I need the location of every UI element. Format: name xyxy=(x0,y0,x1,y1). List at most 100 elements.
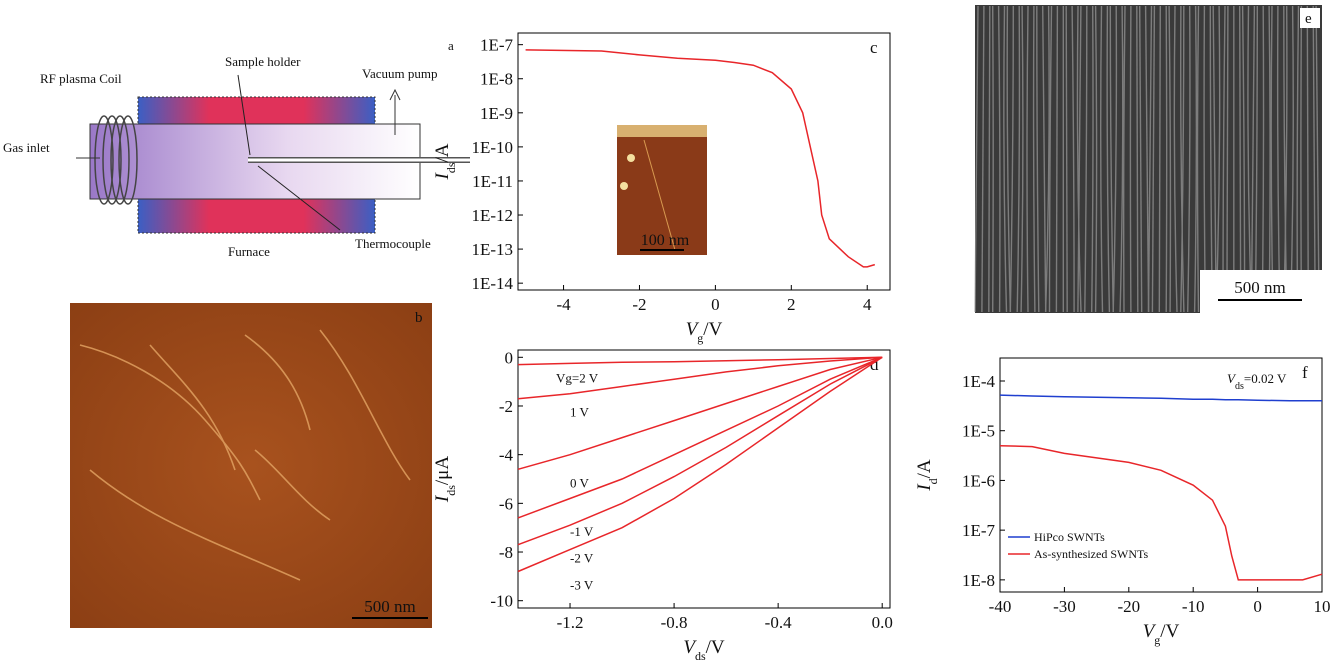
series-line xyxy=(999,444,1323,581)
label-box xyxy=(1200,270,1322,313)
x-axis-label-part: /V xyxy=(1160,621,1179,642)
x-axis-label-part: /V xyxy=(703,319,722,340)
streak xyxy=(1076,5,1082,313)
y-tick-label: 1E-8 xyxy=(480,70,513,89)
nanotubes xyxy=(79,329,411,581)
streak xyxy=(1168,5,1172,313)
streak xyxy=(1003,5,1008,313)
y-tick-label: 1E-13 xyxy=(471,240,513,259)
y-axis-label-part: I xyxy=(914,483,935,492)
image xyxy=(617,125,707,255)
particle xyxy=(620,182,628,190)
panel-label: e xyxy=(1305,11,1312,27)
series-label: 1 V xyxy=(570,405,590,420)
x-tick-label: -2 xyxy=(632,295,646,314)
streak xyxy=(1094,5,1098,313)
streak xyxy=(1180,5,1185,313)
streak xyxy=(1100,5,1104,313)
streak xyxy=(1147,5,1153,313)
y-tick-label: 1E-12 xyxy=(471,206,513,225)
streak xyxy=(1020,5,1024,313)
panel-label: c xyxy=(870,38,878,57)
streak xyxy=(1136,5,1139,313)
streak xyxy=(981,5,985,313)
x-axis-label: Vg/V xyxy=(1143,621,1180,647)
y-tick-label: 1E-10 xyxy=(471,138,513,157)
streak xyxy=(1048,5,1053,313)
x-tick-label: 4 xyxy=(863,295,872,314)
streak xyxy=(1084,5,1088,313)
streak xyxy=(1091,5,1094,313)
streak xyxy=(1055,5,1059,313)
streak xyxy=(1044,5,1050,313)
y-axis-label: Id/A xyxy=(914,459,940,492)
streak xyxy=(1187,5,1191,313)
legend-label: HiPco SWNTs xyxy=(1034,530,1105,544)
diagram-label: Vacuum pump xyxy=(362,66,437,81)
scale-bar-label: 100 nm xyxy=(641,232,690,249)
series-line xyxy=(517,356,883,366)
y-tick-label: -2 xyxy=(499,397,513,416)
y-tick-label: -8 xyxy=(499,543,513,562)
particle xyxy=(627,154,635,162)
streak xyxy=(1106,5,1111,313)
legend-label: As-synthesized SWNTs xyxy=(1034,547,1148,561)
inset-image: 100 nm xyxy=(617,125,707,255)
image-edge xyxy=(617,125,707,137)
diagram-label: Sample holder xyxy=(225,54,301,69)
streak xyxy=(1006,5,1012,313)
streak xyxy=(1009,5,1014,313)
y-axis-label-part: d xyxy=(926,478,940,484)
series-label: -3 V xyxy=(570,577,594,592)
x-tick-label: 0.0 xyxy=(872,613,893,632)
y-tick-label: -6 xyxy=(499,494,513,513)
x-tick-label: -1.2 xyxy=(557,613,584,632)
diagram-label: Furnace xyxy=(228,244,270,259)
streak xyxy=(1036,5,1040,313)
x-axis-label: Vds/V xyxy=(683,637,725,663)
sem-image: e 500 nm xyxy=(974,5,1322,313)
y-tick-label: 1E-5 xyxy=(962,422,995,441)
pointer xyxy=(257,165,341,231)
streak xyxy=(1158,5,1161,313)
x-axis-label: Vg/V xyxy=(686,319,723,345)
y-tick-label: 1E-8 xyxy=(962,571,995,590)
y-tick-label: 0 xyxy=(505,348,514,367)
streak xyxy=(1026,5,1029,313)
label-box xyxy=(1300,8,1320,28)
annotation-part: ds xyxy=(1235,381,1244,392)
chart: -4 -2 0 2 4 1E-14 1E-13 1E-12 1E-11 1E-10 1E-9 1E-8… xyxy=(432,32,891,345)
y-tick-label: -4 xyxy=(499,446,514,465)
y-tick-label: 1E-7 xyxy=(480,36,514,55)
streak xyxy=(1122,5,1126,313)
series-line xyxy=(517,356,883,519)
y-tick-label: 1E-4 xyxy=(962,372,996,391)
x-axis-label-part: g xyxy=(1154,633,1160,647)
panel-label: d xyxy=(870,355,879,374)
panel-label: b xyxy=(415,310,423,326)
series-label: -2 V xyxy=(570,551,594,566)
x-tick-label: 10 xyxy=(1314,597,1331,616)
streak xyxy=(1129,5,1132,313)
x-tick-label: -30 xyxy=(1053,597,1076,616)
y-tick-label: 1E-11 xyxy=(472,172,513,191)
x-tick-label: 0 xyxy=(711,295,720,314)
streak xyxy=(1077,5,1082,313)
series-line xyxy=(517,356,883,546)
scale-bar-label: 500 nm xyxy=(1234,278,1285,297)
plot-frame xyxy=(517,32,891,291)
x-tick-label: 2 xyxy=(787,295,796,314)
x-tick-label: -0.4 xyxy=(765,613,792,632)
series-line xyxy=(517,356,883,573)
series-line xyxy=(517,356,883,471)
chart: -1.2 -0.8 -0.4 0.0 -10 -8 -6 -4 -2 0 Vds/V Ids/μA d V… xyxy=(432,348,893,663)
streak xyxy=(1109,5,1114,313)
x-tick-label: -40 xyxy=(989,597,1012,616)
nanotube-arrays xyxy=(974,5,1320,313)
y-axis-label-part: /A xyxy=(432,143,453,162)
annotation-part: V xyxy=(1227,371,1237,386)
streak xyxy=(1151,5,1156,313)
streak xyxy=(1016,5,1021,313)
image xyxy=(70,303,432,628)
